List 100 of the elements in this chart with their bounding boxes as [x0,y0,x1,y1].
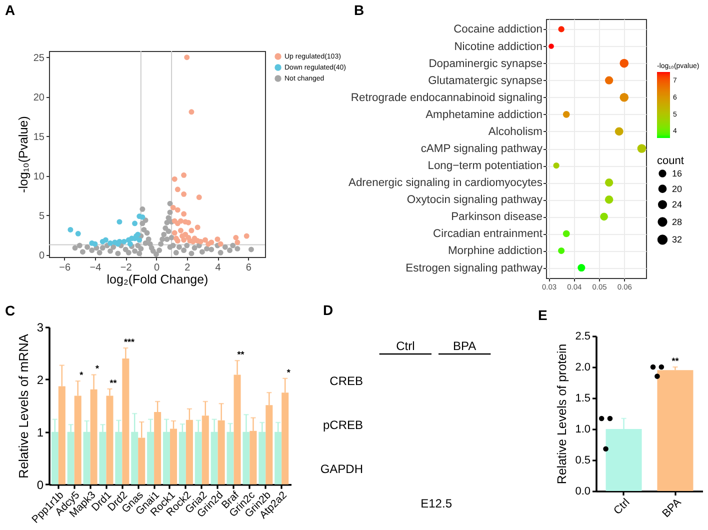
point [233,234,239,240]
annotation: * [96,364,100,374]
point [214,236,220,242]
y-axis-title: Relative Levels of protein [555,344,570,484]
chart-title: C [5,302,16,319]
y-tick-label: Cocaine addiction [454,24,542,36]
point [218,241,224,247]
y-tick-label: Circadian entrainment [433,228,544,240]
annotation: * [80,370,84,380]
chart-title: A [5,2,16,18]
legend-label: 20 [672,184,682,194]
y-tick-label: Alcoholism [488,126,542,138]
point [188,228,194,234]
legend-label: 16 [672,168,682,178]
category-label: CREB [330,374,363,388]
x-tick-label: BPA [660,496,684,520]
y-tick-label: 1.5 [575,392,590,404]
y-axis-title: Relative Levels of mRNA [16,334,31,478]
point [181,172,187,178]
point [108,240,114,246]
x-tick-label: Ctrl [612,496,632,518]
y-tick-label: 20 [33,92,45,104]
x-tick-label: −4 [90,262,102,274]
legend-label: 32 [672,234,682,245]
category-label: GAPDH [320,462,363,476]
point [92,241,98,247]
point [140,214,146,220]
y-tick-label: Long−term potentiation [428,160,542,172]
y-tick-label: 1.0 [575,424,590,436]
y-tick-label: Adrenergic signaling in cardiomyocytes [348,177,543,190]
point [196,194,202,200]
point [174,238,180,244]
point [181,191,187,197]
x-tick-label: −6 [59,262,71,274]
point [102,237,108,243]
category-label: pCREB [322,418,363,432]
point [68,226,74,232]
y-tick-label: Dopaminergic synapse [428,58,542,70]
point [184,54,190,60]
point [172,230,178,236]
point [136,237,142,243]
text: B [354,2,364,18]
y-tick-label: Glutamatergic synapse [428,74,542,87]
y-tick-label: 1 [36,425,44,440]
y-tick-label: Morphine addiction [448,245,542,258]
x-tick-label: 0 [154,262,160,274]
y-tick-label: Nicotine addiction [454,40,542,53]
point [174,207,180,213]
x-tick-label: 4 [215,262,222,274]
point [181,211,187,217]
y-tick-label: 2.0 [575,362,590,374]
point [132,220,138,226]
text: D [323,302,334,318]
y-tick-label: Retrograde endocannabinoid signaling [350,92,542,104]
point [244,233,250,239]
legend-label: 28 [672,216,682,227]
point [181,237,187,243]
y-tick-label: cAMP signaling pathway [420,143,543,155]
x-axis-title: log₂(Fold Change) [106,272,208,286]
annotation: ** [672,356,680,366]
point [206,241,212,247]
point [178,228,184,234]
x-tick-label: 6 [246,262,252,274]
point [127,241,133,247]
y-tick-label: Amphetamine addiction [426,108,542,121]
y-tick-label: 10 [33,171,45,182]
legend-title: count [657,155,684,167]
point [174,220,180,226]
x-tick-label: 2 [184,262,191,274]
category-label: Ctrl [396,339,415,353]
chart-title: E [538,307,548,323]
y-tick-label: 25 [33,52,45,64]
y-tick-label: 2 [36,372,44,387]
annotation: ** [110,378,118,388]
y-axis-title: -log₁₀(Pvalue) [16,116,30,193]
point [174,186,180,192]
x-tick-label: −2 [120,262,132,274]
y-tick-label: 0.0 [575,486,590,498]
y-tick-label: 0.5 [575,454,590,466]
point [116,219,122,225]
y-tick-label: 5 [38,210,45,222]
y-tick-label: 15 [33,132,45,143]
y-tick-label: Parkinson disease [451,211,542,224]
y-tick-label: 2.5 [575,330,590,342]
point [170,204,176,210]
y-tick-label: 0 [38,250,45,262]
text: E12.5 [420,496,452,510]
point [234,240,240,246]
annotation: ** [237,350,245,360]
point [172,176,178,182]
y-tick-label: Oxytocin signaling pathway [406,194,543,206]
y-tick-label: 0 [36,478,44,492]
point [194,224,200,230]
legend-label: 24 [672,200,682,210]
point [121,238,127,244]
point [188,109,194,115]
y-tick-label: Estrogen signaling pathway [406,262,543,274]
category-label: BPA [453,339,476,353]
point [75,230,81,236]
point [186,220,192,226]
